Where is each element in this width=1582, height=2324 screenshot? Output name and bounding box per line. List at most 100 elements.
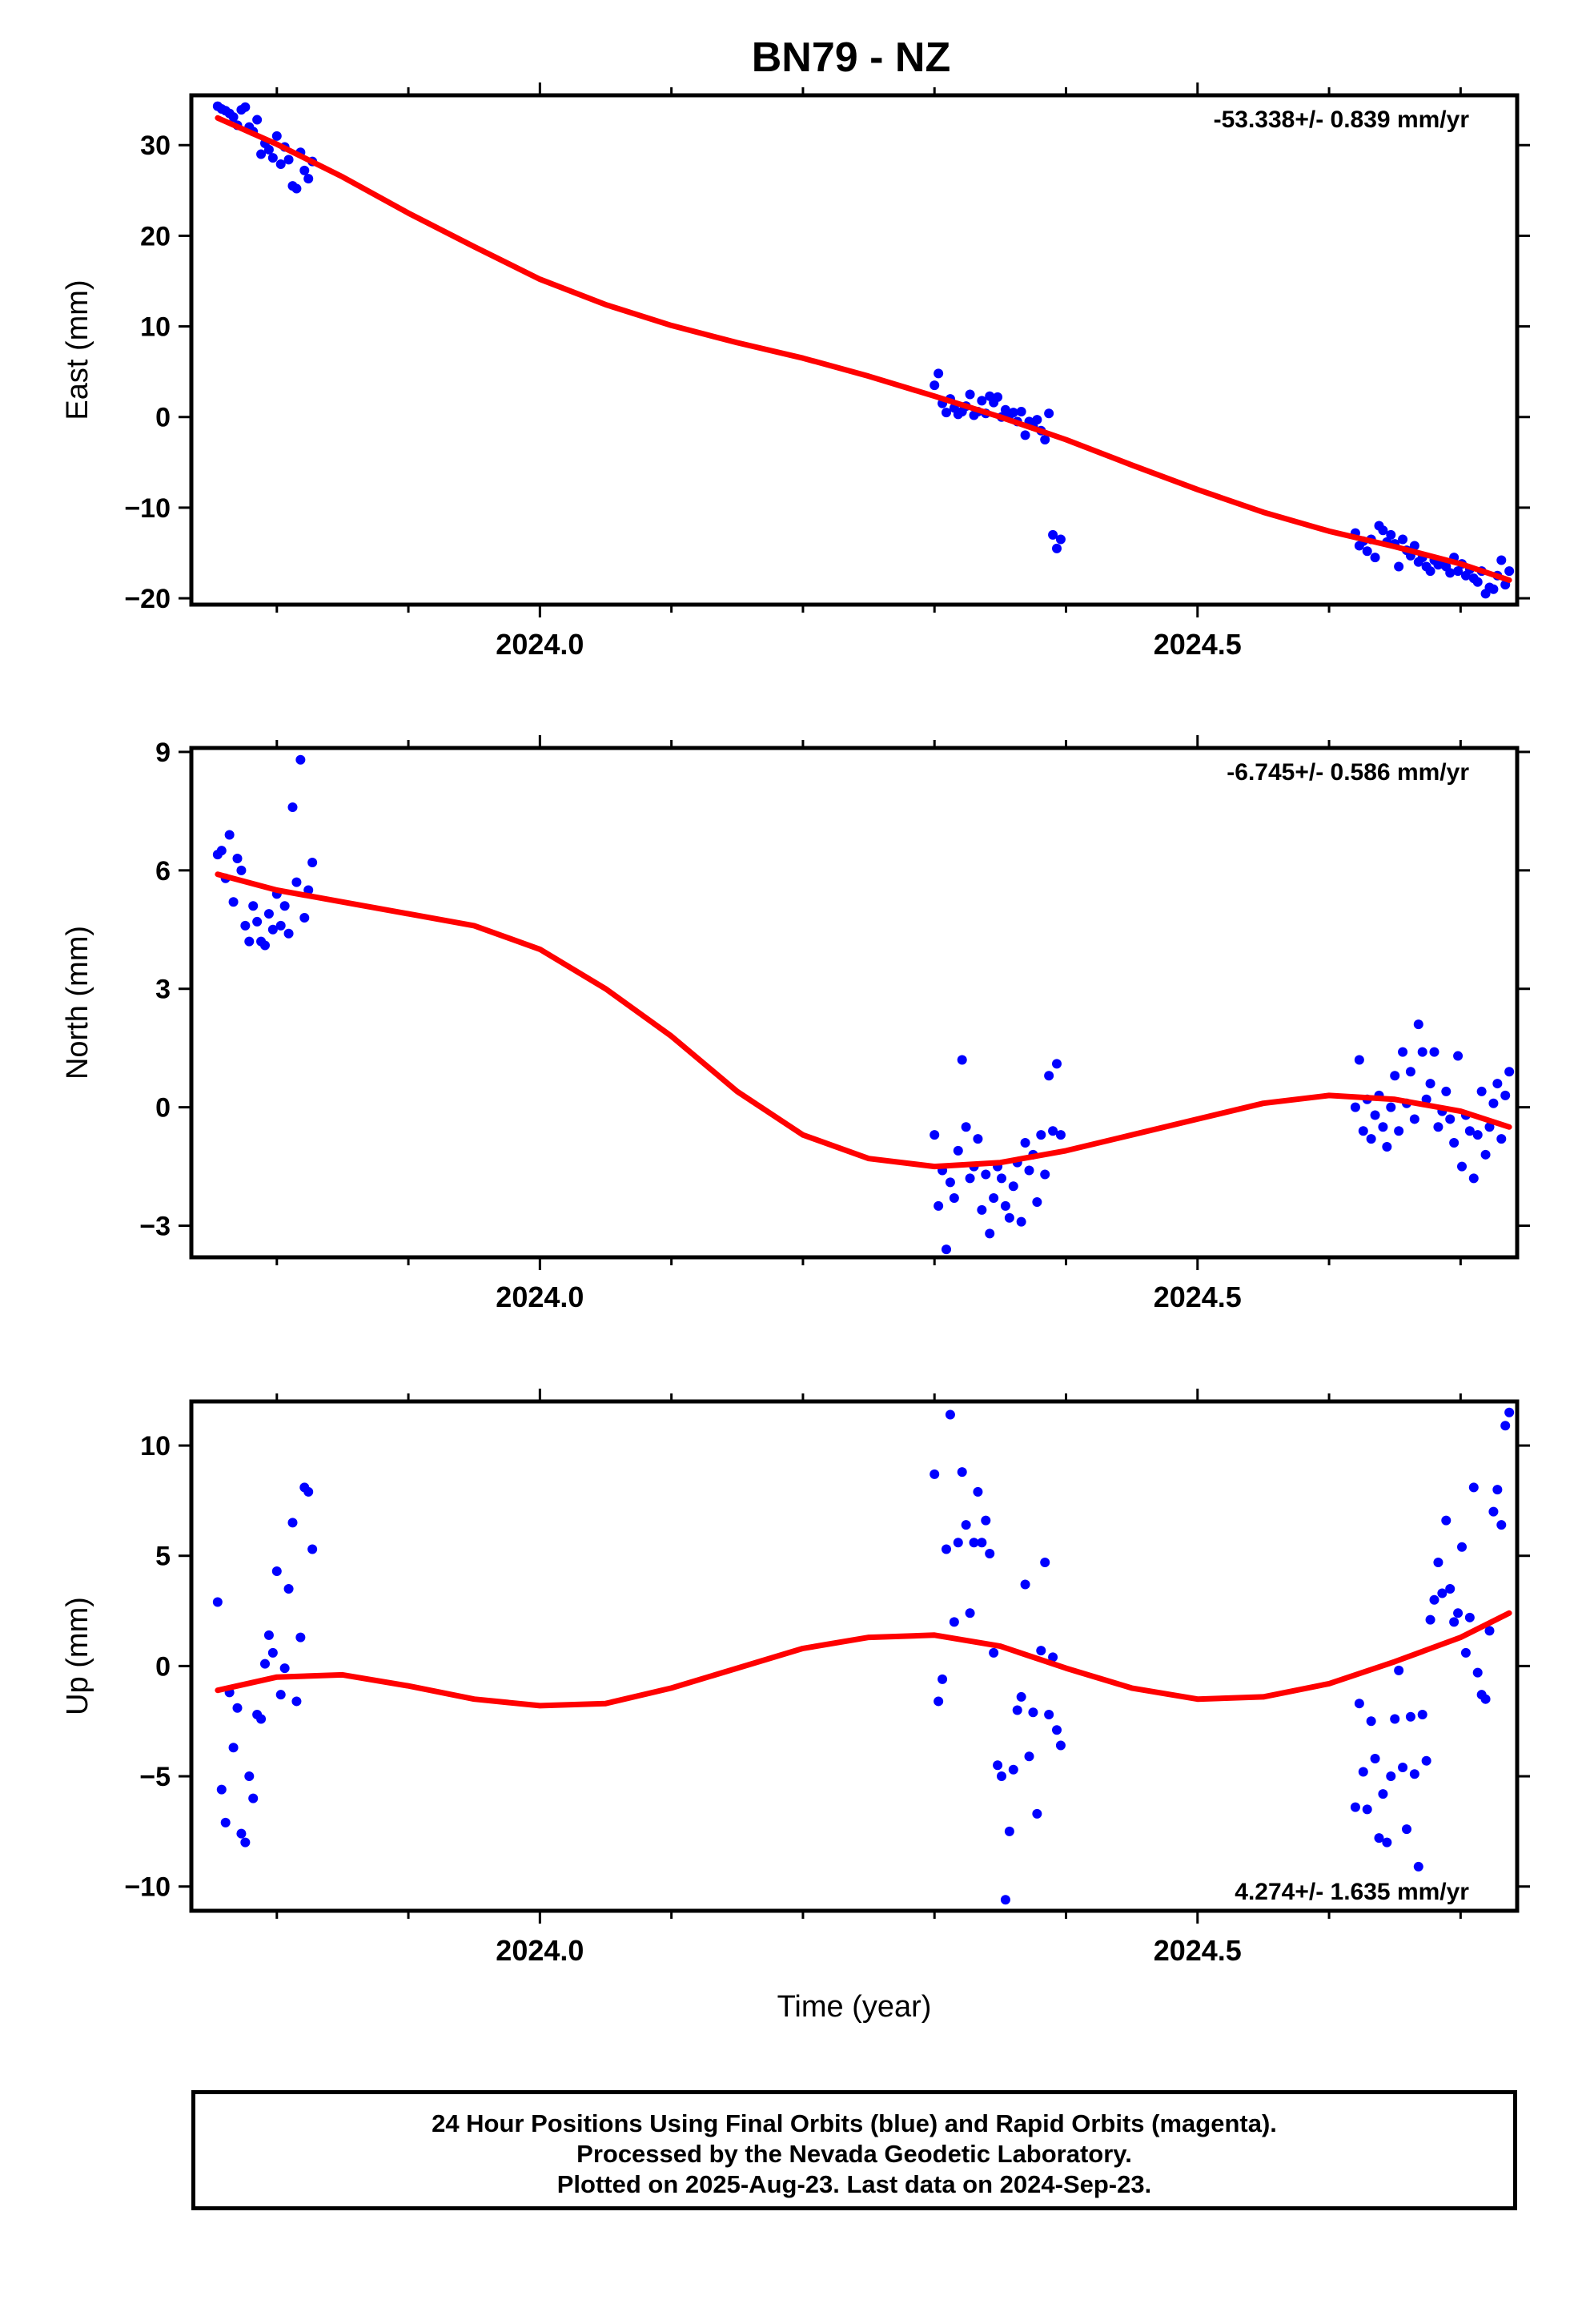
up-data-point — [1457, 1542, 1467, 1552]
up-ytick-label: 0 — [155, 1651, 171, 1682]
up-data-point — [1500, 1421, 1511, 1431]
north-rate-label: -6.745+/- 0.586 mm/yr — [1227, 759, 1469, 786]
north-ytick-label: −3 — [139, 1212, 171, 1242]
east-data-point — [1016, 406, 1026, 416]
up-data-point — [961, 1520, 971, 1530]
east-data-point — [228, 112, 239, 123]
north-panel: 9 6 3 0 −3 2024.0 2024.5 North (mm) -6.745+/- 0.… — [61, 735, 1530, 1313]
north-data-point — [1500, 1090, 1511, 1100]
up-data-point — [997, 1771, 1006, 1782]
east-data-point — [267, 153, 278, 163]
up-data-point — [945, 1409, 955, 1420]
north-data-point — [1449, 1138, 1460, 1148]
east-ytick-label: 0 — [155, 403, 171, 433]
up-data-point — [934, 1696, 944, 1707]
up-data-point — [1052, 1725, 1062, 1735]
north-data-point — [1492, 1079, 1503, 1089]
up-data-point — [993, 1760, 1003, 1771]
north-data-point — [1390, 1071, 1400, 1081]
east-ytick-label: −10 — [124, 493, 171, 524]
north-data-point — [279, 901, 290, 911]
up-data-point — [1437, 1588, 1447, 1598]
up-plot-frame — [189, 1399, 1520, 1913]
up-data-point — [965, 1608, 975, 1618]
up-data-point — [977, 1538, 987, 1548]
north-data-point — [1036, 1130, 1046, 1140]
up-data-point — [279, 1663, 290, 1674]
up-data-point — [307, 1544, 318, 1554]
up-data-point — [212, 1597, 223, 1607]
footer-line-3: Plotted on 2025-Aug-23. Last data on 202… — [556, 2170, 1152, 2198]
up-data-point — [942, 1544, 951, 1554]
east-data-point — [1040, 435, 1050, 445]
north-data-point — [989, 1193, 999, 1204]
north-data-point — [267, 924, 278, 935]
north-data-point — [997, 1173, 1006, 1184]
north-data-point — [1433, 1122, 1443, 1132]
east-data-point — [240, 102, 251, 112]
up-data-point — [1441, 1515, 1452, 1526]
up-data-point — [1496, 1520, 1507, 1530]
north-data-point — [1496, 1134, 1507, 1144]
up-data-point — [1382, 1837, 1392, 1848]
east-data-point — [303, 174, 314, 184]
up-data-point — [1394, 1665, 1404, 1675]
up-data-point — [271, 1566, 282, 1576]
east-data-point — [283, 155, 294, 165]
east-data-point — [1048, 529, 1058, 540]
east-data-point — [1044, 408, 1054, 419]
up-data-point — [256, 1714, 267, 1724]
up-data-point — [1390, 1714, 1400, 1724]
north-data-point — [973, 1134, 983, 1144]
north-data-point — [299, 913, 310, 923]
north-data-point — [1052, 1059, 1062, 1069]
up-data-point — [1449, 1617, 1460, 1627]
up-data-point — [953, 1538, 963, 1548]
north-data-point — [965, 1173, 975, 1184]
north-data-point — [1008, 1181, 1018, 1192]
north-data-point — [1366, 1134, 1376, 1144]
up-data-point — [287, 1518, 298, 1528]
east-data-point — [1055, 534, 1066, 545]
north-data-point — [1350, 1102, 1360, 1112]
north-data-point — [1484, 1122, 1495, 1132]
up-data-point — [1405, 1711, 1415, 1722]
up-data-point — [1036, 1646, 1046, 1656]
north-data-point — [1429, 1047, 1439, 1057]
up-data-point — [1433, 1557, 1443, 1567]
north-fit-curve — [215, 871, 1512, 1170]
up-data-point — [973, 1486, 983, 1497]
up-data-point — [949, 1617, 959, 1627]
north-data-point — [1044, 1071, 1054, 1081]
east-xtick-label: 2024.0 — [496, 628, 584, 661]
north-data-point — [1441, 1086, 1452, 1096]
north-data-point — [295, 754, 306, 765]
north-data-point — [1417, 1047, 1427, 1057]
figure-title: BN79 - NZ — [751, 34, 951, 81]
up-fit-curve — [215, 1610, 1512, 1709]
up-data-point — [1032, 1808, 1042, 1819]
up-data-point — [1425, 1614, 1435, 1625]
north-data-point — [1453, 1051, 1464, 1061]
north-data-point — [1457, 1161, 1467, 1172]
up-data-point — [1402, 1824, 1411, 1835]
east-data-point — [263, 144, 274, 155]
north-data-point — [1413, 1019, 1423, 1030]
north-ytick-label: 0 — [155, 1093, 171, 1124]
east-plot-frame — [189, 93, 1520, 607]
north-data-point — [1398, 1047, 1408, 1057]
up-data-point — [1370, 1754, 1380, 1764]
up-data-point — [1040, 1557, 1050, 1567]
up-data-point — [232, 1703, 243, 1713]
north-data-point — [977, 1204, 987, 1215]
up-ytick-label: 5 — [155, 1542, 171, 1572]
north-data-point — [934, 1200, 944, 1211]
up-data-point — [1044, 1709, 1054, 1719]
up-data-point — [228, 1743, 239, 1753]
east-data-point — [1008, 408, 1018, 418]
up-data-point — [244, 1771, 255, 1782]
north-data-point — [1020, 1138, 1030, 1148]
north-data-point — [1055, 1130, 1066, 1140]
up-data-point — [216, 1784, 227, 1795]
